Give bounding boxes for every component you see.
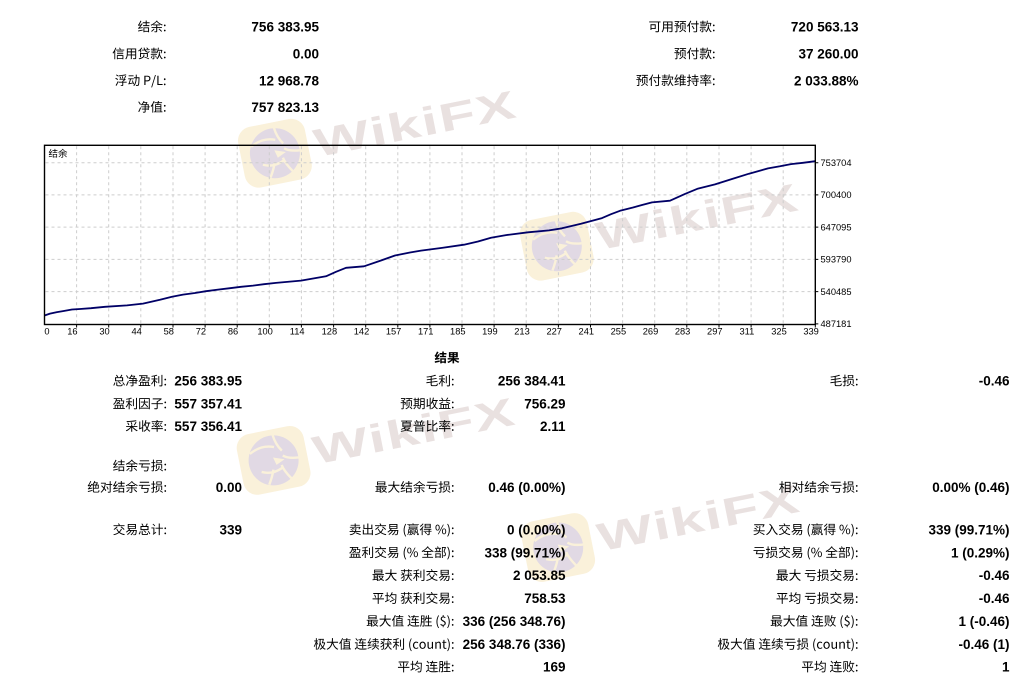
svg-text:0.00: 0.00: [216, 480, 242, 495]
svg-text:2.11: 2.11: [540, 419, 566, 434]
svg-text:487181: 487181: [821, 319, 852, 329]
svg-text:1 (0.29%): 1 (0.29%): [951, 545, 1010, 560]
svg-text:593790: 593790: [821, 255, 852, 265]
svg-text:-0.46 (1): -0.46 (1): [958, 637, 1009, 652]
svg-text:72: 72: [196, 327, 206, 337]
svg-text:311: 311: [739, 327, 754, 337]
svg-text:44: 44: [132, 327, 142, 337]
svg-text:12 968.78: 12 968.78: [259, 73, 320, 88]
svg-text:647095: 647095: [821, 222, 852, 232]
svg-text:157: 157: [386, 327, 402, 337]
svg-text:758.53: 758.53: [524, 591, 566, 606]
svg-text:1 (-0.46): 1 (-0.46): [958, 614, 1009, 629]
svg-text:256 384.41: 256 384.41: [498, 374, 566, 389]
svg-text:227: 227: [546, 327, 562, 337]
svg-text:338 (99.71%): 338 (99.71%): [484, 545, 565, 560]
svg-text:86: 86: [228, 327, 238, 337]
svg-text:0.00% (0.46): 0.00% (0.46): [932, 480, 1009, 495]
svg-text:-0.46: -0.46: [979, 568, 1010, 583]
svg-text:336 (256 348.76): 336 (256 348.76): [463, 614, 566, 629]
svg-text:339: 339: [219, 522, 242, 537]
svg-text:128: 128: [322, 327, 338, 337]
svg-text:171: 171: [418, 327, 434, 337]
svg-text:269: 269: [643, 327, 659, 337]
svg-text:757 823.13: 757 823.13: [251, 100, 319, 115]
svg-text:756.29: 756.29: [524, 396, 565, 411]
svg-text:100: 100: [257, 327, 273, 337]
svg-text:114: 114: [290, 327, 305, 337]
svg-text:339: 339: [803, 327, 819, 337]
svg-text:0.46 (0.00%): 0.46 (0.00%): [488, 480, 565, 495]
svg-text:720 563.13: 720 563.13: [791, 19, 859, 34]
svg-text:753704: 753704: [821, 158, 852, 168]
svg-text:255: 255: [611, 327, 627, 337]
svg-text:16: 16: [67, 327, 77, 337]
svg-text:256 348.76 (336): 256 348.76 (336): [463, 637, 566, 652]
svg-text:169: 169: [543, 660, 566, 675]
svg-text:0: 0: [44, 327, 49, 337]
svg-text:185: 185: [450, 327, 466, 337]
svg-text:557 356.41: 557 356.41: [174, 419, 242, 434]
svg-text:213: 213: [514, 327, 530, 337]
svg-text:557 357.41: 557 357.41: [174, 396, 242, 411]
svg-text:325: 325: [771, 327, 787, 337]
svg-text:283: 283: [675, 327, 691, 337]
svg-text:58: 58: [164, 327, 174, 337]
svg-text:37 260.00: 37 260.00: [798, 46, 858, 61]
svg-text:1: 1: [1002, 660, 1010, 675]
svg-text:2 033.88%: 2 033.88%: [794, 73, 859, 88]
svg-text:297: 297: [707, 327, 723, 337]
svg-text:2 053.85: 2 053.85: [513, 568, 566, 583]
svg-text:0 (0.00%): 0 (0.00%): [507, 522, 566, 537]
svg-text:199: 199: [482, 327, 498, 337]
svg-text:-0.46: -0.46: [979, 591, 1010, 606]
svg-text:700400: 700400: [821, 190, 852, 200]
svg-text:241: 241: [579, 327, 595, 337]
svg-text:142: 142: [354, 327, 370, 337]
svg-text:540485: 540485: [821, 287, 852, 297]
svg-text:-0.46: -0.46: [979, 374, 1010, 389]
svg-text:756 383.95: 756 383.95: [251, 19, 319, 34]
svg-text:339 (99.71%): 339 (99.71%): [928, 522, 1009, 537]
svg-text:256 383.95: 256 383.95: [174, 374, 242, 389]
svg-text:0.00: 0.00: [293, 46, 319, 61]
svg-text:30: 30: [99, 327, 109, 337]
